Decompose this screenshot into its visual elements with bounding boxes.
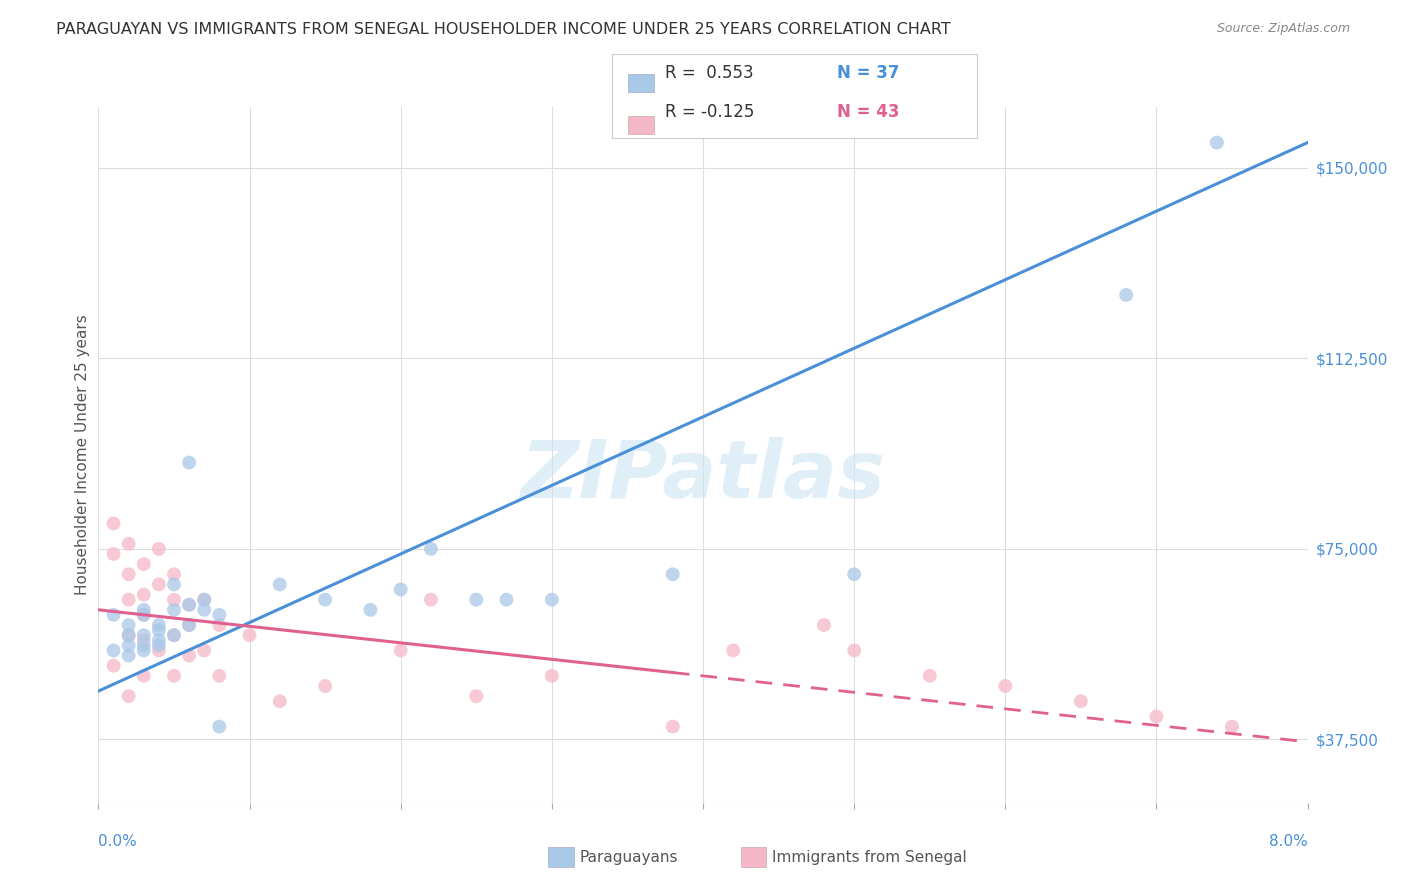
Point <box>208 669 231 683</box>
Point <box>179 618 201 632</box>
Point <box>148 633 170 648</box>
Text: ZIPatlas: ZIPatlas <box>520 437 886 515</box>
Point <box>103 607 125 622</box>
Text: R =  0.553: R = 0.553 <box>665 63 754 82</box>
Point <box>208 720 231 734</box>
Text: 8.0%: 8.0% <box>1268 834 1308 849</box>
Point <box>148 639 170 653</box>
Text: Source: ZipAtlas.com: Source: ZipAtlas.com <box>1216 22 1350 36</box>
Point <box>465 689 488 703</box>
Point <box>132 669 155 683</box>
Point <box>132 607 155 622</box>
Point <box>132 557 155 571</box>
Point <box>148 623 170 637</box>
Point <box>132 643 155 657</box>
Point <box>118 628 141 642</box>
Point <box>1115 288 1137 302</box>
Point <box>118 689 141 703</box>
Point <box>148 577 170 591</box>
Text: N = 43: N = 43 <box>837 103 898 120</box>
Point <box>179 618 201 632</box>
Y-axis label: Householder Income Under 25 years: Householder Income Under 25 years <box>75 315 90 595</box>
Point <box>723 643 745 657</box>
Point <box>314 679 336 693</box>
Point <box>118 567 141 582</box>
Point <box>132 639 155 653</box>
Point <box>314 592 336 607</box>
Text: Immigrants from Senegal: Immigrants from Senegal <box>772 850 967 864</box>
Point <box>269 694 291 708</box>
Point <box>269 577 291 591</box>
Point <box>179 456 201 470</box>
Point <box>118 648 141 663</box>
Point <box>163 603 186 617</box>
Point <box>103 643 125 657</box>
Point <box>994 679 1017 693</box>
Text: R = -0.125: R = -0.125 <box>665 103 755 120</box>
Point <box>419 541 441 556</box>
Point <box>118 537 141 551</box>
Point <box>118 592 141 607</box>
Point <box>208 607 231 622</box>
Point <box>661 567 683 582</box>
Point <box>1205 136 1229 150</box>
Point <box>389 643 412 657</box>
Point <box>239 628 262 642</box>
Point <box>132 603 155 617</box>
Point <box>148 618 170 632</box>
Point <box>118 628 141 642</box>
Point <box>844 643 866 657</box>
Point <box>179 648 201 663</box>
Point <box>103 658 125 673</box>
Point <box>163 577 186 591</box>
Point <box>193 643 215 657</box>
Point <box>163 567 186 582</box>
Point <box>844 567 866 582</box>
Point <box>193 603 215 617</box>
Point <box>163 628 186 642</box>
Text: 0.0%: 0.0% <box>98 834 138 849</box>
Point <box>163 669 186 683</box>
Point <box>179 598 201 612</box>
Point <box>103 516 125 531</box>
Point <box>813 618 835 632</box>
Point <box>179 598 201 612</box>
Point <box>1070 694 1092 708</box>
Text: Paraguayans: Paraguayans <box>579 850 678 864</box>
Point <box>132 633 155 648</box>
Point <box>1220 720 1243 734</box>
Point <box>389 582 412 597</box>
Point <box>163 628 186 642</box>
Text: N = 37: N = 37 <box>837 63 898 82</box>
Point <box>118 618 141 632</box>
Point <box>465 592 488 607</box>
Point <box>103 547 125 561</box>
Point <box>148 643 170 657</box>
Point <box>359 603 381 617</box>
Point <box>918 669 941 683</box>
Point <box>540 669 562 683</box>
Text: PARAGUAYAN VS IMMIGRANTS FROM SENEGAL HOUSEHOLDER INCOME UNDER 25 YEARS CORRELAT: PARAGUAYAN VS IMMIGRANTS FROM SENEGAL HO… <box>56 22 950 37</box>
Point <box>208 618 231 632</box>
Point <box>495 592 517 607</box>
Point <box>193 592 215 607</box>
Point <box>148 541 170 556</box>
Point <box>419 592 441 607</box>
Point <box>193 592 215 607</box>
Point <box>132 588 155 602</box>
Point <box>1144 709 1167 723</box>
Point <box>132 607 155 622</box>
Point <box>661 720 683 734</box>
Point <box>163 592 186 607</box>
Point <box>118 639 141 653</box>
Point <box>540 592 562 607</box>
Point <box>132 628 155 642</box>
